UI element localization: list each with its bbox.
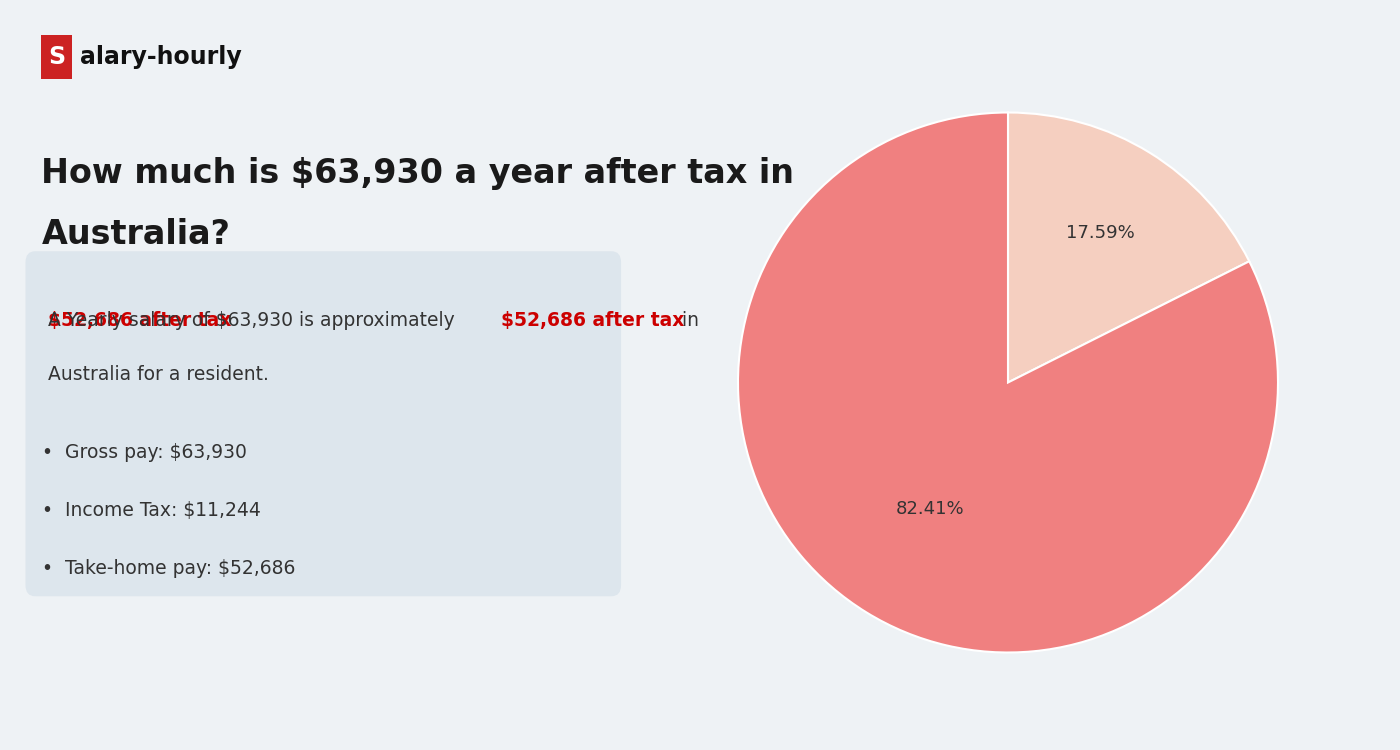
Text: •: • [41, 442, 52, 461]
Text: in: in [676, 311, 699, 330]
Text: 17.59%: 17.59% [1065, 224, 1134, 242]
Text: alary-hourly: alary-hourly [80, 45, 241, 69]
Wedge shape [1008, 112, 1249, 382]
Text: Income Tax: $11,244: Income Tax: $11,244 [64, 501, 260, 520]
Text: How much is $63,930 a year after tax in: How much is $63,930 a year after tax in [42, 158, 794, 190]
FancyBboxPatch shape [42, 35, 71, 79]
Wedge shape [738, 112, 1278, 652]
Text: A Yearly salary of $63,930 is approximately: A Yearly salary of $63,930 is approximat… [48, 311, 461, 330]
Text: Gross pay: $63,930: Gross pay: $63,930 [64, 442, 246, 461]
FancyBboxPatch shape [25, 251, 622, 596]
Text: Take-home pay: $52,686: Take-home pay: $52,686 [64, 560, 295, 578]
Text: •: • [41, 501, 52, 520]
Text: Australia?: Australia? [42, 217, 230, 250]
Text: Australia for a resident.: Australia for a resident. [48, 365, 269, 384]
Text: •: • [41, 560, 52, 578]
Text: $52,686 after tax: $52,686 after tax [501, 311, 685, 330]
Text: S: S [48, 45, 66, 69]
Text: 82.41%: 82.41% [896, 500, 965, 518]
Text: $52,686 after tax: $52,686 after tax [48, 311, 231, 330]
